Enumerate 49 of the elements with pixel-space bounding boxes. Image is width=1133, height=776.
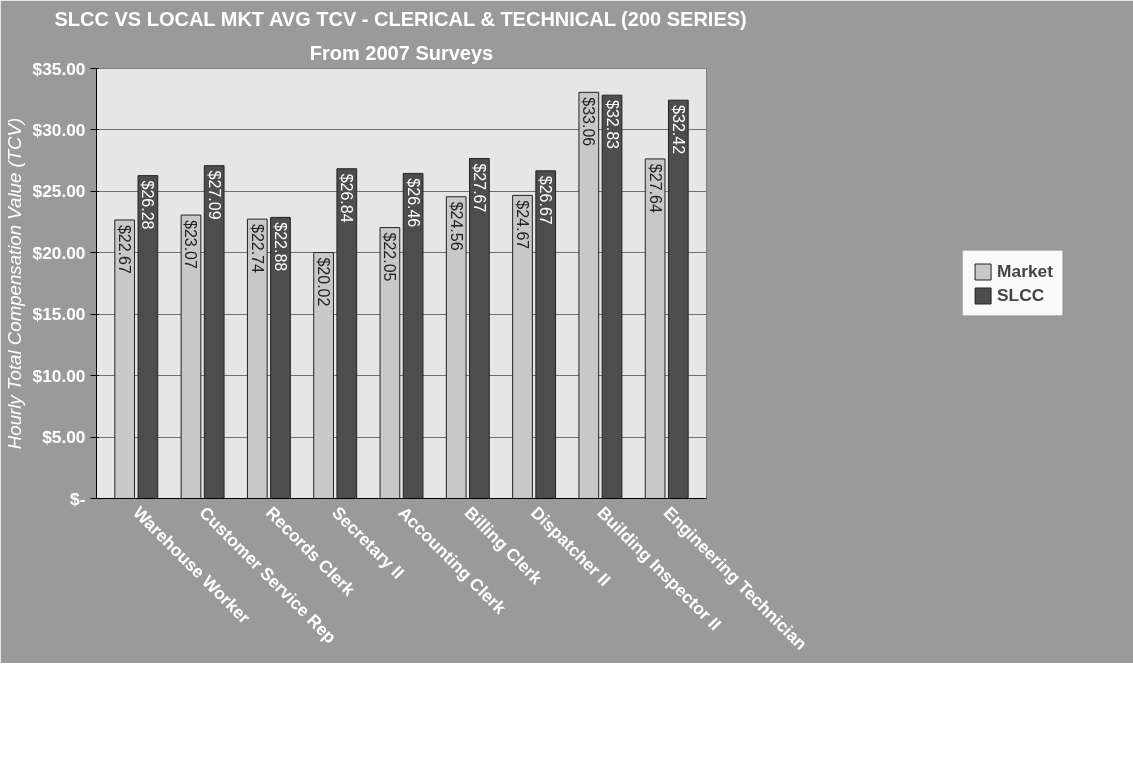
y-tick-label: $10.00 [32,365,86,386]
y-tick-label: $20.00 [32,242,86,263]
bar [336,168,358,499]
bar [203,165,225,499]
data-label: $22.05 [381,232,399,282]
data-label: $24.56 [447,201,465,251]
bar [469,158,490,499]
y-tick-label: $- [70,488,86,509]
data-label: $22.67 [116,224,134,274]
data-label: $24.67 [514,200,532,250]
data-label: $26.46 [404,178,422,228]
data-label: $22.74 [248,224,266,274]
bar [246,218,268,499]
bar [379,227,401,499]
bar [114,219,136,499]
y-tick-label: $35.00 [32,58,86,79]
data-label: $26.67 [537,175,555,225]
bar [667,99,689,499]
legend-label: SLCC [997,284,1045,306]
data-label: $32.83 [603,100,621,150]
data-label: $23.07 [182,219,200,270]
bar [137,175,159,499]
bar [578,91,600,499]
y-tick-label: $15.00 [32,304,86,325]
data-label: $27.67 [470,163,488,213]
bar [644,158,666,499]
y-tick-label: $30.00 [32,119,86,140]
y-tick-label: $25.00 [32,181,86,202]
bar [313,252,334,499]
data-label: $27.64 [646,163,664,213]
data-label: $26.28 [139,180,157,230]
y-axis-title: Hourly Total Compensation Value (TCV) [3,117,25,450]
data-label: $32.42 [669,105,687,155]
bar [601,94,623,499]
bar [402,172,424,499]
bar [512,194,533,499]
data-label: $26.84 [338,173,356,223]
data-label: $33.06 [580,97,598,147]
legend-label: Market [997,260,1053,282]
bar [270,216,291,499]
bar [535,170,557,499]
data-label: $20.02 [315,257,333,307]
data-label: $22.88 [271,222,289,272]
bar [180,214,202,499]
chart-title: SLCC VS LOCAL MKT AVG TCV - CLERICAL & TECHNICAL (200 SERIES) [54,7,747,30]
data-label: $27.09 [205,170,223,220]
chart-subtitle: From 2007 Surveys [309,41,494,64]
y-tick-label: $5.00 [42,427,86,448]
bar [445,196,467,499]
